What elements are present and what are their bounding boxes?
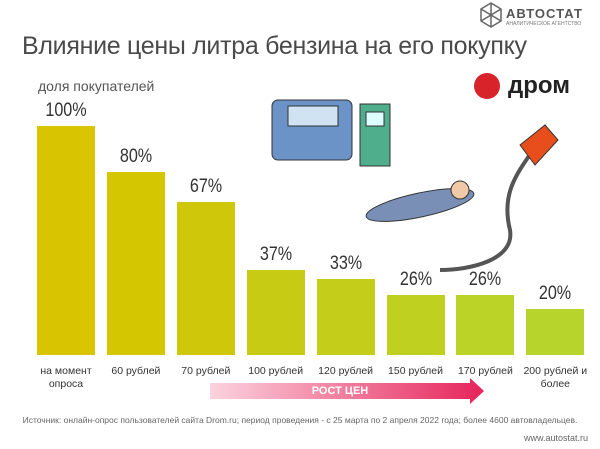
value-label: 67% xyxy=(189,175,222,197)
value-label: 26% xyxy=(399,269,432,291)
bar xyxy=(526,309,585,355)
x-tick-label: 200 рублей и более xyxy=(523,365,588,390)
partner: дром xyxy=(508,72,570,99)
value-label: 37% xyxy=(259,244,292,266)
arrow-label: РОСТ ЦЕН xyxy=(311,385,369,397)
bar xyxy=(246,270,305,355)
source: Источник: онлайн-опрос пользователей сай… xyxy=(22,415,578,425)
value-label: 80% xyxy=(119,145,153,167)
brand-subtitle: АНАЛИТИЧЕСКОЕ АГЕНТСТВО xyxy=(506,21,582,27)
bar xyxy=(316,279,375,355)
bar xyxy=(37,126,95,355)
value-label: 26% xyxy=(469,269,502,291)
illustration xyxy=(271,99,559,272)
price-arrow xyxy=(210,378,484,404)
x-tick-label: 70 рублей xyxy=(181,365,231,377)
bar xyxy=(176,201,235,355)
value-label: 33% xyxy=(329,253,362,275)
x-tick-label: на момент опроса xyxy=(40,365,92,390)
bar xyxy=(106,171,165,355)
x-tick-label: 120 рублей xyxy=(318,365,374,377)
partner-logo xyxy=(474,73,500,99)
x-tick-label: 170 рублей xyxy=(457,365,513,377)
value-label: 100% xyxy=(45,100,87,121)
x-tick-label: 100 рублей xyxy=(248,365,304,377)
chart-title: Влияние цены литра бензина на его покупк… xyxy=(22,32,527,60)
x-tick-label: 150 рублей xyxy=(388,365,443,377)
x-tick-label: 60 рублей xyxy=(111,365,161,377)
bar xyxy=(386,295,445,355)
value-label: 20% xyxy=(539,283,572,305)
chart-subtitle: доля покупателей xyxy=(38,78,155,94)
brand: АВТОСТАТ xyxy=(506,6,583,21)
brand-logo xyxy=(480,2,502,28)
bar xyxy=(456,295,515,355)
website: www.autostat.ru xyxy=(523,433,588,443)
